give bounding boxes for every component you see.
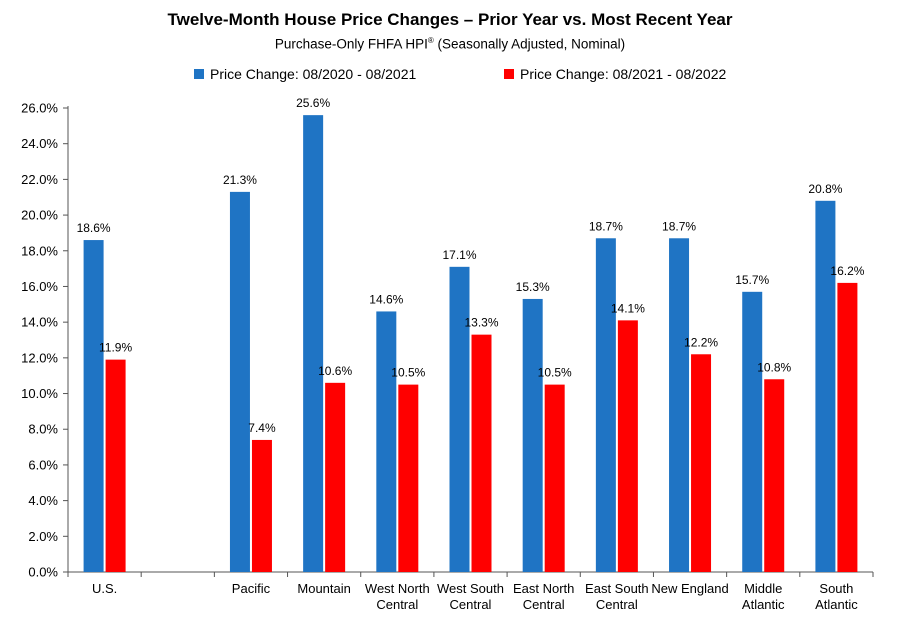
bar-series-1 [815, 200, 836, 573]
legend-label-series-1: Price Change: 08/2020 - 08/2021 [210, 66, 417, 82]
legend-swatch-red [504, 69, 514, 79]
data-label: 17.1% [442, 248, 476, 262]
x-tick-label: Atlantic [742, 597, 785, 612]
bar-series-2 [251, 439, 272, 572]
x-tick-label: Central [450, 597, 492, 612]
y-tick-label: 18.0% [21, 243, 58, 258]
data-label: 13.3% [464, 316, 498, 330]
x-tick-label: South [819, 581, 853, 596]
y-tick-label: 14.0% [21, 315, 58, 330]
data-label: 15.3% [516, 280, 550, 294]
bar-series-1 [669, 238, 690, 572]
data-label: 20.8% [808, 182, 842, 196]
legend-label-series-2: Price Change: 08/2021 - 08/2022 [520, 66, 727, 82]
data-label: 21.3% [223, 173, 257, 187]
bar-series-2 [764, 379, 785, 572]
data-label: 25.6% [296, 96, 330, 110]
bar-series-1 [595, 238, 616, 572]
y-tick-label: 6.0% [28, 457, 58, 472]
chart-title: Twelve-Month House Price Changes – Prior… [167, 10, 733, 29]
bar-series-1 [229, 191, 250, 572]
bar-series-1 [522, 298, 543, 572]
x-tick-label: Central [596, 597, 638, 612]
data-label: 10.5% [391, 366, 425, 380]
x-tick-label: New England [651, 581, 728, 596]
x-tick-label: U.S. [92, 581, 117, 596]
data-label: 12.2% [684, 335, 718, 349]
legend-item-series-1: Price Change: 08/2020 - 08/2021 [194, 66, 416, 82]
bar-series-1 [742, 291, 763, 572]
x-tick-label: Atlantic [815, 597, 858, 612]
y-tick-label: 16.0% [21, 279, 58, 294]
data-label: 10.5% [538, 366, 572, 380]
y-tick-label: 24.0% [21, 136, 58, 151]
y-tick-label: 20.0% [21, 208, 58, 223]
data-label: 10.6% [318, 364, 352, 378]
bar-series-1 [376, 311, 397, 572]
data-label: 14.1% [611, 301, 645, 315]
bar-series-1 [303, 115, 324, 572]
x-tick-label: East North [513, 581, 574, 596]
legend-item-series-2: Price Change: 08/2021 - 08/2022 [504, 66, 726, 82]
bar-series-2 [325, 382, 346, 572]
bar-series-1 [83, 240, 104, 573]
x-tick-label: West North [365, 581, 430, 596]
x-tick-label: Pacific [232, 581, 271, 596]
bar-series-1 [449, 266, 470, 572]
y-tick-label: 26.0% [21, 101, 58, 116]
y-tick-label: 8.0% [28, 422, 58, 437]
bar-series-2 [105, 359, 126, 572]
data-label: 18.7% [589, 219, 623, 233]
registered-mark: ® [427, 36, 434, 45]
x-tick-label: Central [376, 597, 418, 612]
bar-series-2 [617, 320, 638, 572]
bar-series-2 [471, 334, 492, 572]
data-label: 15.7% [735, 273, 769, 287]
data-label: 18.7% [662, 219, 696, 233]
bar-series-2 [544, 384, 565, 572]
x-tick-label: East South [585, 581, 649, 596]
data-label: 10.8% [757, 360, 791, 374]
y-tick-label: 12.0% [21, 350, 58, 365]
data-label: 18.6% [77, 221, 111, 235]
y-tick-label: 0.0% [28, 565, 58, 580]
y-tick-label: 10.0% [21, 386, 58, 401]
bar-series-2 [398, 384, 419, 572]
y-tick-label: 2.0% [28, 529, 58, 544]
x-tick-label: Central [523, 597, 565, 612]
bar-series-2 [691, 354, 712, 572]
data-label: 11.9% [99, 341, 132, 355]
x-tick-label: Mountain [297, 581, 350, 596]
y-tick-label: 4.0% [28, 493, 58, 508]
x-tick-label: West South [437, 581, 504, 596]
y-tick-label: 22.0% [21, 172, 58, 187]
bar-series-2 [837, 282, 858, 572]
data-label: 14.6% [369, 292, 403, 306]
chart-subtitle: Purchase-Only FHFA HPI® (Seasonally Adju… [274, 36, 626, 52]
x-tick-label: Middle [744, 581, 782, 596]
legend-swatch-blue [194, 69, 204, 79]
data-label: 16.2% [830, 264, 864, 278]
data-label: 7.4% [248, 421, 276, 435]
